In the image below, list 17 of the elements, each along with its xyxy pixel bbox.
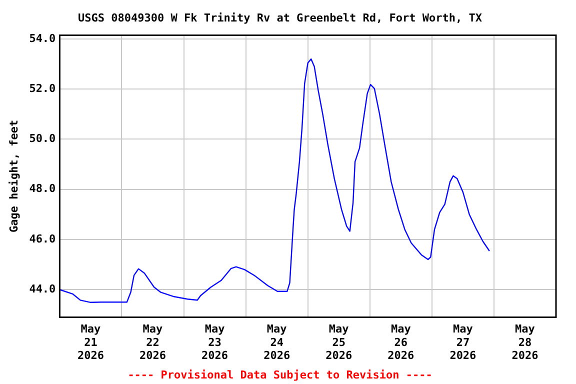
y-tick-label: 54.0 xyxy=(29,32,56,45)
y-tick-label: 44.0 xyxy=(29,282,56,296)
y-axis-title: Gage height, feet xyxy=(7,120,20,232)
chart-title: USGS 08049300 W Fk Trinity Rv at Greenbelt Rd, Fort Worth, TX xyxy=(78,11,482,24)
x-tick-label: May 23 2026 xyxy=(202,322,228,362)
y-tick-label: 48.0 xyxy=(29,182,56,196)
x-tick-label: May 24 2026 xyxy=(264,322,290,362)
x-tick-label: May 26 2026 xyxy=(388,322,415,362)
x-tick-label: May 22 2026 xyxy=(140,322,166,362)
text: ---- Provisional Data Subject to Revision ---- xyxy=(128,368,432,382)
y-tick-label: 50.0 xyxy=(29,132,56,146)
x-tick-label: May 28 2026 xyxy=(512,322,539,362)
x-tick-label: May 21 2026 xyxy=(77,322,104,362)
y-tick-label: 52.0 xyxy=(29,82,56,95)
y-tick-label: 46.0 xyxy=(29,232,56,246)
x-tick-label: May 27 2026 xyxy=(450,322,477,362)
x-tick-label: May 25 2026 xyxy=(326,322,352,362)
